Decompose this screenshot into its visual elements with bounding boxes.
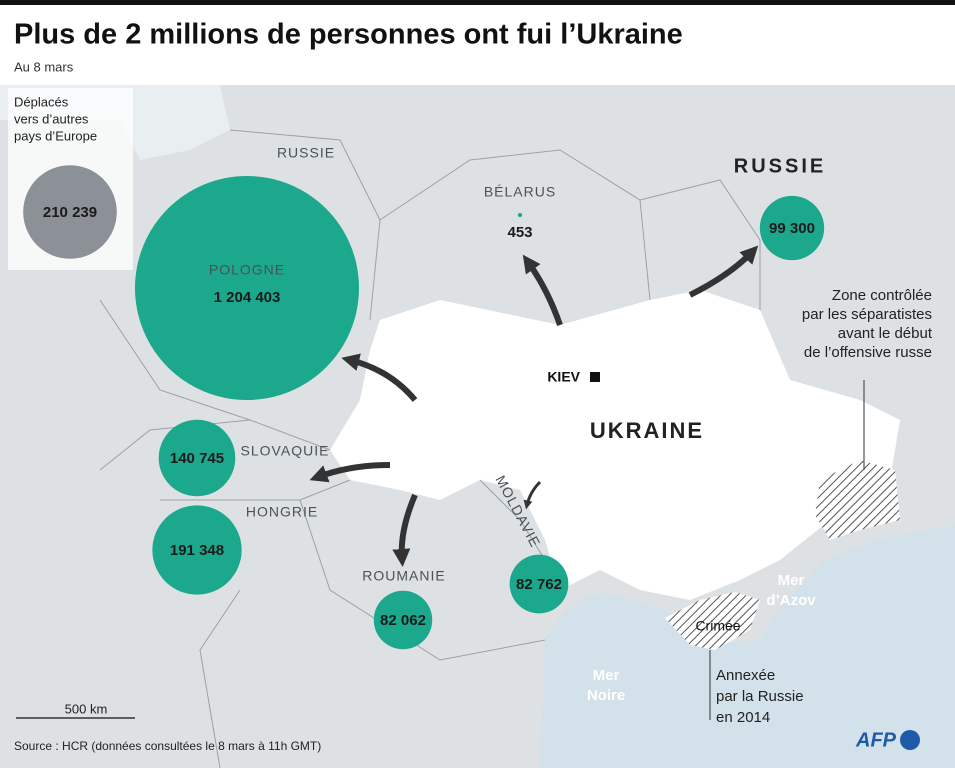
bubble	[509, 554, 569, 614]
crimea-zone	[665, 592, 760, 650]
subtitle: Au 8 mars	[14, 59, 74, 74]
notes: Zone contrôlée par les séparatistes avant …	[716, 287, 933, 726]
note-text: de l’offensive russe	[804, 344, 932, 361]
country-name: POLOGNE	[209, 262, 285, 278]
title: Plus de 2 millions de personnes ont fui …	[14, 19, 683, 51]
arrow	[341, 353, 418, 402]
kiev-label: KIEV	[547, 369, 580, 385]
bubble-label: 1 204 403	[214, 289, 281, 306]
arrow	[522, 254, 563, 326]
legend-text: vers d’autres	[14, 111, 89, 126]
map	[0, 85, 955, 768]
bubble-label: 191 348	[170, 542, 224, 559]
bubble-label: 82 762	[516, 576, 562, 593]
note-text: en 2014	[716, 709, 770, 726]
bubble	[152, 505, 242, 595]
logo: AFP	[855, 729, 897, 751]
bubble	[23, 165, 117, 259]
bubble	[517, 212, 523, 218]
legend-text: pays d’Europe	[14, 128, 97, 143]
bubble	[135, 176, 359, 400]
note-text: par les séparatistes	[802, 306, 932, 323]
note-text: Annexée	[716, 667, 775, 684]
bubble	[373, 590, 433, 650]
arrow	[688, 245, 759, 298]
layer: Déplacés vers d’autres pays d’Europe 210 23…	[14, 94, 826, 650]
ukraine-label: UKRAINE	[590, 418, 704, 443]
bubble-label: 82 062	[380, 612, 426, 629]
bubble-label: 453	[507, 224, 532, 241]
country-name: ROUMANIE	[362, 568, 445, 584]
bubble	[759, 195, 825, 261]
arrows	[309, 245, 759, 567]
country-name: BÉLARUS	[484, 184, 556, 200]
separatist-zone	[815, 460, 900, 540]
kiev-marker	[590, 372, 600, 382]
bubble	[158, 419, 236, 497]
sea-label: Mer	[778, 572, 805, 589]
note-text: avant le début	[838, 325, 933, 342]
country-name: RUSSIE	[734, 155, 826, 177]
scale-label: 500 km	[65, 701, 108, 716]
note-text: par la Russie	[716, 688, 804, 705]
country-name: SLOVAQUIE	[241, 443, 330, 459]
arrow	[392, 493, 418, 567]
arrow	[309, 462, 391, 483]
kaliningrad-label: RUSSIE	[277, 145, 335, 161]
bubble-label: 99 300	[769, 220, 815, 237]
black-sea	[540, 525, 955, 768]
bubble-label: 210 239	[43, 204, 97, 221]
crimea-label: Crimée	[695, 618, 740, 634]
source: Source : HCR (données consultées le 8 ma…	[14, 739, 321, 753]
arrow	[523, 480, 542, 510]
note-text: Zone contrôlée	[832, 287, 932, 304]
logo-dot	[900, 730, 920, 750]
bubble-label: 140 745	[170, 450, 224, 467]
sea-label: Mer	[593, 667, 620, 684]
country-name: HONGRIE	[246, 504, 318, 520]
sea-label: Noire	[587, 687, 625, 704]
sea-label: d’Azov	[766, 592, 816, 609]
ukraine-shape	[330, 290, 900, 600]
top-bar	[0, 0, 955, 5]
legend-text: Déplacés	[14, 94, 69, 109]
